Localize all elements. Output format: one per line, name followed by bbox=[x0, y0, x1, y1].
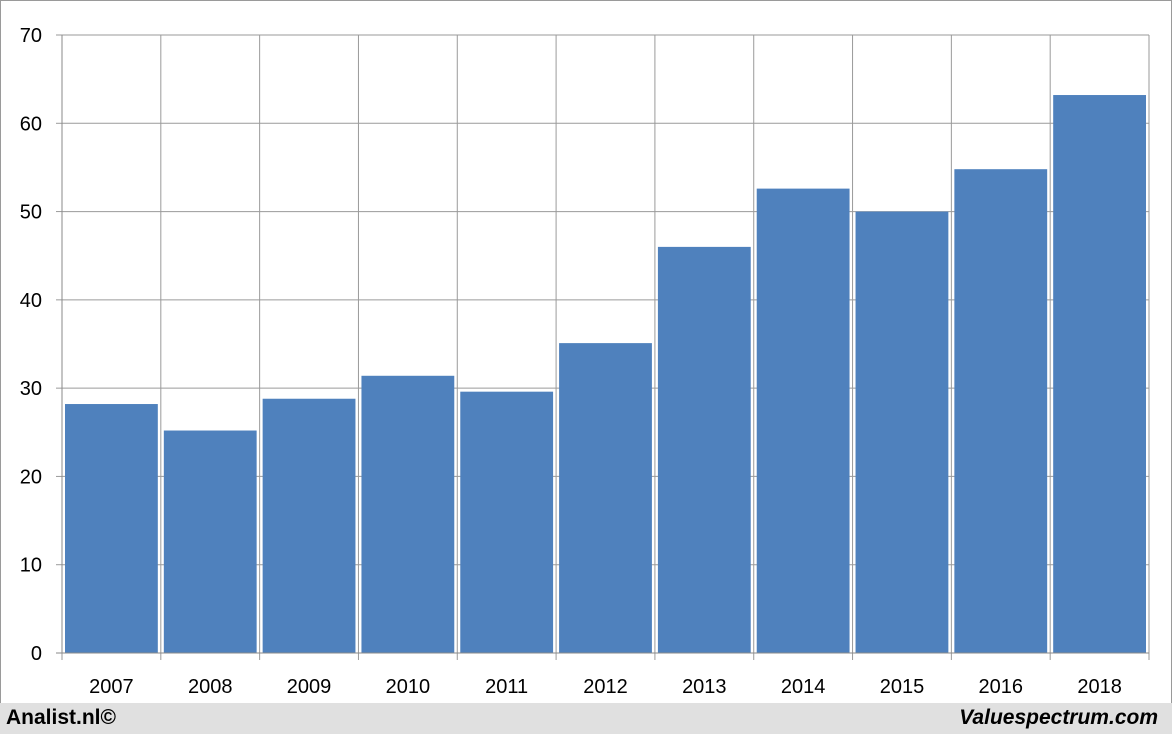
analist-credit: Analist.nl© bbox=[6, 706, 116, 729]
y-tick-label: 50 bbox=[20, 202, 42, 224]
bar-2016 bbox=[954, 169, 1048, 654]
x-tick-label: 2015 bbox=[880, 676, 925, 698]
y-tick-label: 30 bbox=[20, 378, 42, 400]
tick-labels: 0 10 20 30 40 50 60 70 2007 2008 2009 2010 2011 2012 2… bbox=[20, 25, 1122, 698]
x-tick-label: 2018 bbox=[1077, 676, 1122, 698]
x-tick-label: 2016 bbox=[979, 676, 1024, 698]
gridlines bbox=[61, 34, 1150, 654]
y-tick-label: 0 bbox=[31, 643, 42, 665]
y-tick-label: 60 bbox=[20, 113, 42, 135]
y-tick-label: 10 bbox=[20, 555, 42, 577]
chart-frame: 0 10 20 30 40 50 60 70 2007 2008 2009 2010 2011 2012 2… bbox=[0, 0, 1172, 704]
bar-2008 bbox=[163, 430, 257, 653]
x-tick-label: 2009 bbox=[287, 676, 332, 698]
y-tick-label: 40 bbox=[20, 290, 42, 312]
bar-2013 bbox=[657, 246, 751, 653]
x-tick-label: 2012 bbox=[583, 676, 628, 698]
valuespectrum-credit: Valuespectrum.com bbox=[959, 706, 1158, 729]
bar-2015 bbox=[855, 211, 949, 654]
x-tick-label: 2010 bbox=[386, 676, 431, 698]
bar-2012 bbox=[559, 343, 652, 653]
axes bbox=[56, 34, 1150, 660]
x-tick-label: 2007 bbox=[89, 676, 134, 698]
y-tick-label: 70 bbox=[20, 25, 42, 47]
x-tick-label: 2008 bbox=[188, 676, 233, 698]
footer-bar: Analist.nl© Valuespectrum.com bbox=[0, 703, 1172, 734]
bar-2011 bbox=[460, 391, 554, 653]
x-tick-label: 2014 bbox=[781, 676, 826, 698]
bars bbox=[65, 95, 1146, 654]
x-tick-label: 2013 bbox=[682, 676, 727, 698]
y-tick-label: 20 bbox=[20, 466, 42, 488]
bar-2010 bbox=[361, 375, 455, 653]
x-tick-label: 2011 bbox=[485, 676, 528, 698]
bar-chart: 0 10 20 30 40 50 60 70 2007 2008 2009 2010 2011 2012 2… bbox=[20, 25, 1150, 698]
bar-2009 bbox=[262, 398, 356, 653]
bar-2007 bbox=[65, 404, 158, 653]
bar-2018 bbox=[1053, 95, 1146, 653]
bar-2014 bbox=[756, 188, 850, 654]
